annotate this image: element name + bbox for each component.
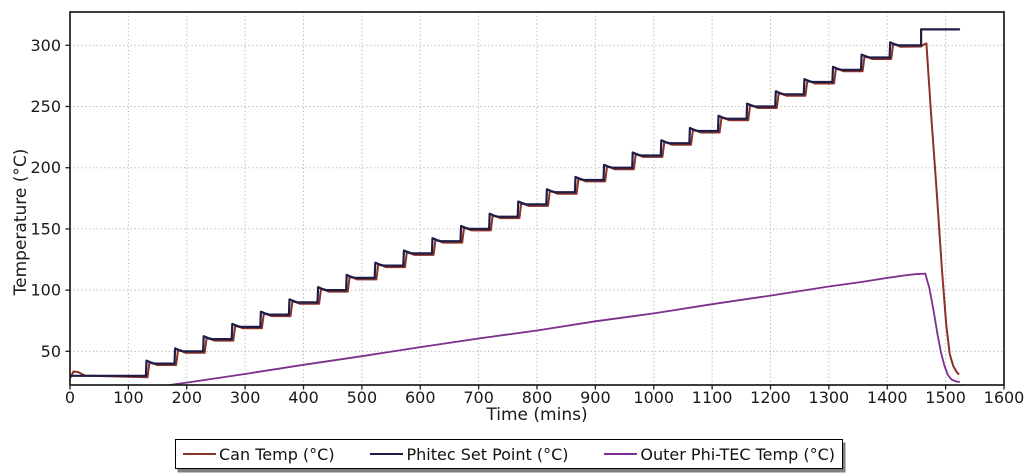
y-axis-label: Temperature (°C) — [11, 148, 31, 296]
x-tick-label: 1200 — [750, 388, 791, 407]
legend-item-setpoint: Phitec Set Point (°C) — [370, 444, 569, 464]
series-line-outer — [162, 272, 960, 385]
legend-swatch-outer — [604, 453, 638, 455]
x-tick-label: 200 — [171, 388, 202, 407]
x-tick-label: 400 — [288, 388, 319, 407]
legend-label-outer: Outer Phi-TEC Temp (°C) — [640, 444, 835, 464]
x-tick-label: 1500 — [925, 388, 966, 407]
x-tick-label: 300 — [230, 388, 261, 407]
legend-label-measured: Can Temp (°C) — [219, 444, 335, 464]
x-tick-label: 100 — [113, 388, 144, 407]
x-tick-label: 600 — [405, 388, 436, 407]
x-tick-label: 900 — [580, 388, 611, 407]
legend-item-outer: Outer Phi-TEC Temp (°C) — [604, 445, 835, 464]
legend-swatch-setpoint — [370, 453, 404, 455]
series-line-measured — [70, 42, 960, 380]
x-tick-label: 1400 — [867, 388, 908, 407]
tick-marks — [65, 44, 1005, 390]
x-tick-label: 1000 — [633, 388, 674, 407]
y-tick-label: 150 — [30, 219, 61, 238]
y-tick-label: 250 — [30, 97, 61, 116]
x-tick-label: 500 — [347, 388, 378, 407]
x-tick-label: 1600 — [984, 388, 1025, 407]
gridlines — [70, 12, 1004, 385]
legend-label-setpoint: Phitec Set Point (°C) — [406, 444, 569, 464]
y-tick-label: 300 — [30, 36, 61, 55]
x-axis-label: Time (mins) — [486, 405, 588, 425]
y-tick-label: 100 — [30, 281, 61, 300]
x-tick-label: 700 — [463, 388, 494, 407]
y-tick-label: 200 — [30, 158, 61, 177]
series-line-setpoint — [70, 28, 961, 377]
legend-item-measured: Can Temp (°C) — [183, 445, 335, 464]
y-tick-label: 50 — [41, 342, 61, 361]
x-tick-label: 1100 — [692, 388, 733, 407]
x-tick-label: 0 — [65, 388, 75, 407]
legend-swatch-measured — [183, 453, 216, 455]
legend: Can Temp (°C) Phitec Set Point (°C) Outer … — [175, 439, 843, 469]
x-tick-label: 1300 — [809, 388, 850, 407]
x-tick-label: 800 — [522, 388, 553, 407]
